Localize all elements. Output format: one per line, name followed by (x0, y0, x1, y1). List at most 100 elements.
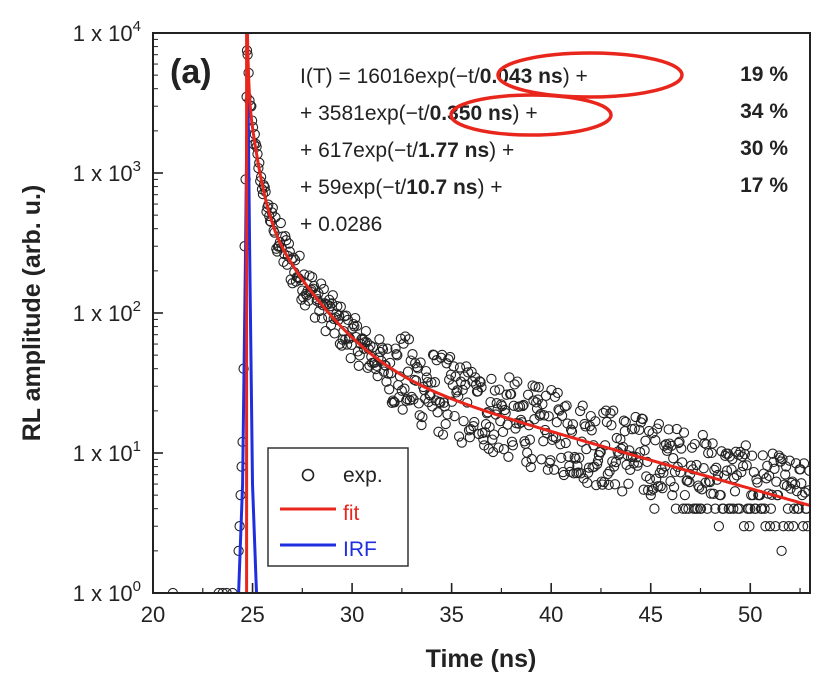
data-point (721, 465, 733, 476)
legend-label: fit (343, 502, 360, 525)
data-point (574, 452, 585, 463)
data-point (574, 405, 586, 417)
data-point (691, 459, 702, 471)
data-point (491, 398, 502, 409)
data-point (555, 439, 566, 450)
data-point (378, 366, 389, 377)
data-point (744, 521, 755, 532)
data-point (676, 443, 687, 454)
data-point (663, 424, 674, 435)
data-point (509, 379, 520, 390)
data-point (498, 444, 510, 455)
data-point (512, 376, 523, 387)
y-tick-label: 1 x 101 (73, 438, 141, 466)
data-point (673, 437, 684, 449)
data-point (417, 411, 428, 423)
equation-line: + 3581exp(−t/0.350 ns) + (300, 102, 538, 125)
data-point (642, 485, 654, 496)
data-point (649, 503, 660, 514)
data-point (275, 217, 286, 229)
data-point (798, 458, 810, 469)
data-point (608, 405, 619, 416)
data-point (444, 374, 455, 385)
data-point (507, 440, 519, 451)
data-point (783, 521, 794, 532)
data-point (406, 391, 417, 403)
x-tick-label: 40 (539, 602, 563, 627)
data-point (769, 463, 780, 474)
data-point (741, 460, 752, 471)
data-point (328, 313, 339, 324)
data-point (780, 461, 792, 472)
data-point (489, 385, 501, 396)
data-point (740, 440, 751, 451)
data-point (217, 587, 228, 593)
data-point (382, 343, 393, 354)
data-point (454, 362, 466, 373)
data-point (305, 286, 316, 297)
data-point (752, 477, 763, 488)
data-point (680, 503, 691, 514)
data-point (778, 521, 789, 532)
data-point (784, 455, 795, 466)
data-point (476, 382, 487, 393)
data-point (761, 473, 772, 484)
data-point (315, 278, 327, 289)
data-point (552, 387, 563, 399)
data-point (609, 479, 621, 490)
x-tick-label: 35 (439, 602, 463, 627)
data-point (281, 235, 292, 246)
data-point (488, 429, 500, 440)
data-point (475, 377, 486, 388)
equation-line: + 59exp(−t/10.7 ns) + (300, 176, 503, 199)
data-point (426, 377, 437, 388)
data-point (462, 367, 474, 378)
data-point (667, 489, 678, 501)
data-point (453, 431, 465, 442)
data-point (630, 411, 641, 423)
data-point (728, 503, 739, 514)
data-point (586, 425, 597, 436)
data-point (693, 480, 704, 491)
data-point (396, 385, 407, 396)
data-point (407, 349, 418, 360)
highlight-ellipse (496, 51, 684, 99)
data-point (711, 462, 722, 473)
data-point (651, 473, 662, 484)
data-point (361, 337, 372, 348)
data-point (345, 352, 356, 364)
data-point (770, 521, 781, 532)
data-point (545, 455, 556, 466)
legend-label: IRF (343, 538, 377, 561)
data-point (484, 421, 495, 433)
ticks-layer: 20 25 30 35 40 45 50 1 x 100 1 x 101 1 x 102 1 x 1… (73, 18, 801, 627)
data-point (562, 418, 573, 429)
data-point (501, 389, 512, 400)
data-point (697, 429, 708, 441)
data-point (537, 398, 548, 410)
data-point (746, 450, 758, 461)
legend-label: exp. (343, 464, 383, 487)
data-point (456, 437, 467, 448)
data-point (679, 489, 691, 501)
data-point (397, 404, 408, 415)
data-point (803, 485, 810, 496)
data-point (556, 452, 567, 464)
data-point (618, 415, 630, 426)
data-point (708, 488, 719, 499)
data-point (381, 376, 392, 387)
data-point (641, 471, 652, 482)
data-point (745, 503, 756, 514)
data-point (457, 384, 468, 396)
data-point (316, 313, 328, 324)
data-point (796, 478, 807, 489)
data-point (480, 419, 492, 430)
data-point (760, 521, 771, 532)
data-point (804, 465, 810, 476)
percent-label: 17 % (740, 174, 788, 197)
data-point (548, 464, 560, 475)
data-point (392, 350, 403, 361)
data-point (387, 395, 398, 406)
data-point (623, 478, 634, 489)
data-point (695, 503, 707, 514)
